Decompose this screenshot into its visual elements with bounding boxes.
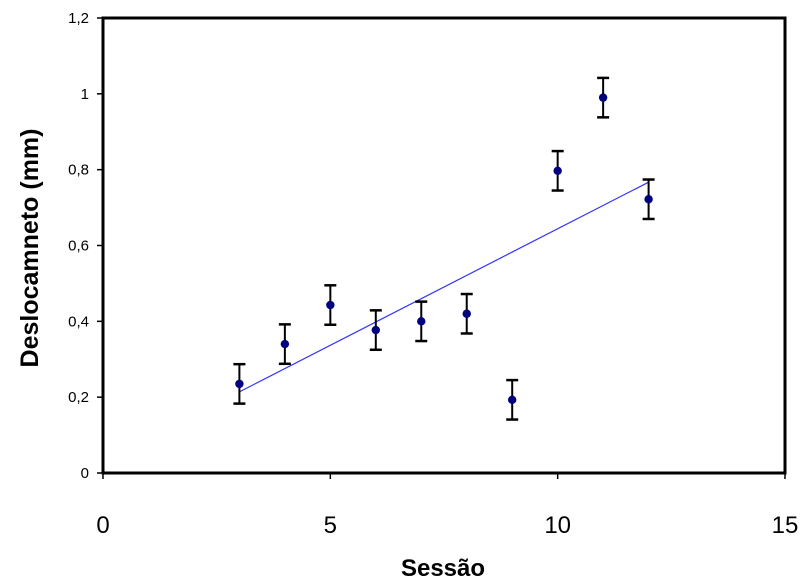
y-tick-label: 0,8 — [68, 162, 89, 179]
x-tick-label: 0 — [96, 512, 109, 539]
point-marker — [371, 325, 380, 335]
data-point — [506, 378, 519, 421]
data-points-layer — [233, 76, 655, 421]
data-point — [460, 292, 473, 335]
point-marker — [644, 195, 653, 204]
y-tick-label: 0,4 — [68, 313, 89, 330]
data-point — [233, 362, 246, 405]
point-marker — [280, 339, 290, 349]
data-point — [551, 149, 564, 192]
y-tick-label: 0,6 — [68, 238, 89, 255]
trendline — [239, 181, 649, 393]
point-marker — [462, 309, 471, 318]
data-point — [324, 284, 337, 326]
data-point — [415, 300, 428, 343]
point-marker — [508, 395, 517, 405]
x-tick-label: 10 — [544, 512, 571, 539]
data-point — [642, 178, 655, 221]
x-tick-label: 5 — [324, 512, 337, 539]
point-marker — [598, 93, 608, 102]
y-axis-ticks: 0 0,2 0,4 0,6 0,8 1 1,2 — [68, 10, 103, 482]
point-marker — [417, 317, 426, 326]
x-axis-ticks: 0 5 10 15 — [96, 473, 798, 539]
data-point — [278, 323, 291, 366]
data-point — [369, 309, 382, 352]
y-tick-label: 1 — [81, 86, 89, 103]
data-point — [597, 76, 610, 119]
y-tick-label: 0 — [81, 465, 89, 482]
point-marker — [235, 379, 244, 389]
point-marker — [553, 166, 562, 176]
x-axis-label: Sessão — [401, 555, 485, 581]
x-tick-label: 15 — [772, 512, 799, 539]
y-tick-label: 0,2 — [68, 389, 89, 406]
trendline-layer — [239, 181, 649, 393]
point-marker — [326, 300, 335, 310]
plot-area-frame — [101, 16, 787, 475]
y-tick-label: 1,2 — [68, 10, 89, 27]
y-axis-label: Deslocamneto (mm) — [16, 129, 44, 368]
